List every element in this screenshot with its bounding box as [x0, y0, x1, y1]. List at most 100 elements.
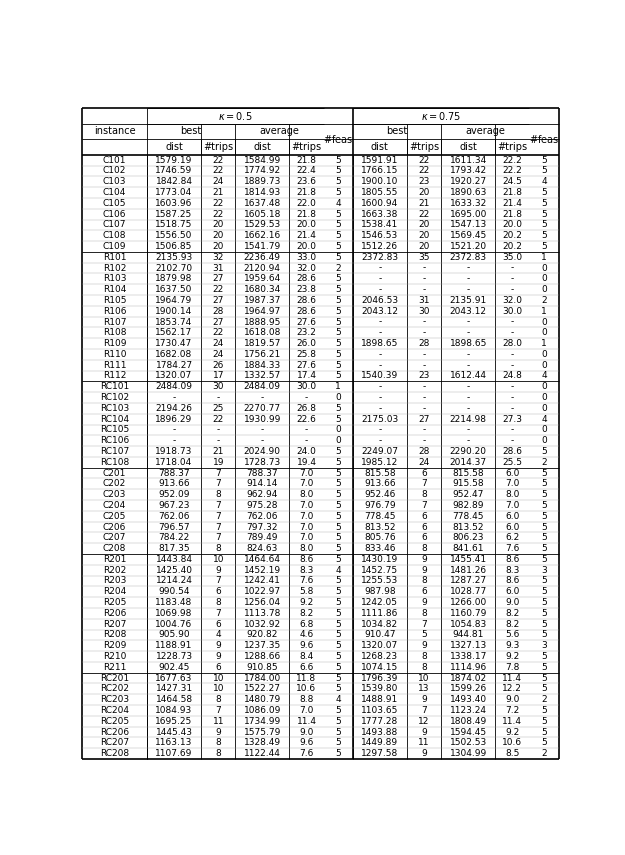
Text: 5: 5: [335, 512, 341, 521]
Text: -: -: [422, 361, 426, 369]
Text: 1430.19: 1430.19: [361, 555, 399, 564]
Text: 4: 4: [541, 371, 547, 380]
Text: 1111.86: 1111.86: [361, 609, 399, 618]
Text: 788.37: 788.37: [158, 469, 190, 478]
Text: R111: R111: [102, 361, 126, 369]
Text: RC207: RC207: [100, 738, 129, 747]
Text: 1480.79: 1480.79: [244, 695, 281, 705]
Text: 7.0: 7.0: [299, 469, 314, 478]
Text: 1107.69: 1107.69: [156, 749, 192, 758]
Text: 5: 5: [335, 641, 341, 650]
Text: -: -: [511, 263, 514, 273]
Text: 24.0: 24.0: [297, 447, 316, 456]
Text: -: -: [511, 393, 514, 402]
Text: 1452.19: 1452.19: [244, 566, 281, 575]
Text: 1682.08: 1682.08: [156, 350, 192, 359]
Text: 1320.07: 1320.07: [361, 641, 399, 650]
Text: RC203: RC203: [100, 695, 129, 705]
Text: 22: 22: [213, 286, 224, 294]
Text: 31: 31: [418, 296, 430, 305]
Text: 8: 8: [216, 749, 221, 758]
Text: -: -: [511, 328, 514, 338]
Text: 4: 4: [336, 199, 341, 208]
Text: -: -: [511, 382, 514, 392]
Text: 8: 8: [216, 695, 221, 705]
Text: 944.81: 944.81: [452, 630, 484, 640]
Text: 5: 5: [335, 534, 341, 542]
Text: 817.35: 817.35: [158, 544, 190, 553]
Text: 6.0: 6.0: [505, 587, 519, 596]
Text: -: -: [422, 404, 426, 413]
Text: -: -: [378, 350, 381, 359]
Text: 5: 5: [541, 501, 547, 510]
Text: 5: 5: [541, 221, 547, 229]
Text: R104: R104: [102, 286, 126, 294]
Text: 20.0: 20.0: [503, 221, 522, 229]
Text: C204: C204: [103, 501, 126, 510]
Text: -: -: [466, 436, 470, 445]
Text: #trips: #trips: [498, 142, 528, 152]
Text: 9.6: 9.6: [299, 738, 314, 747]
Text: 23.6: 23.6: [296, 177, 316, 186]
Text: 5: 5: [335, 598, 341, 607]
Text: C101: C101: [102, 156, 126, 165]
Text: 1: 1: [541, 339, 547, 348]
Text: 806.23: 806.23: [452, 534, 484, 542]
Text: 987.98: 987.98: [364, 587, 396, 596]
Text: 1918.73: 1918.73: [156, 447, 192, 456]
Text: 5: 5: [335, 447, 341, 456]
Text: 5: 5: [335, 749, 341, 758]
Text: 5: 5: [335, 555, 341, 564]
Text: 5: 5: [335, 469, 341, 478]
Text: -: -: [466, 361, 470, 369]
Text: -: -: [466, 382, 470, 392]
Text: 3: 3: [541, 566, 547, 575]
Text: 1889.73: 1889.73: [244, 177, 281, 186]
Text: 6: 6: [421, 587, 427, 596]
Text: 1814.93: 1814.93: [244, 188, 281, 197]
Text: 9: 9: [216, 728, 221, 736]
Text: -: -: [422, 328, 426, 338]
Text: 1488.91: 1488.91: [361, 695, 399, 705]
Text: 22: 22: [418, 167, 429, 175]
Text: 1464.58: 1464.58: [156, 695, 192, 705]
Text: 2043.12: 2043.12: [361, 307, 398, 315]
Text: 5: 5: [335, 328, 341, 338]
Text: 902.45: 902.45: [158, 663, 190, 672]
Text: 7: 7: [216, 469, 221, 478]
Text: 5: 5: [541, 167, 547, 175]
Text: 33.0: 33.0: [296, 253, 317, 262]
Text: 9.0: 9.0: [505, 695, 519, 705]
Text: 8: 8: [216, 738, 221, 747]
Text: 6: 6: [421, 534, 427, 542]
Text: 6: 6: [421, 469, 427, 478]
Text: C201: C201: [102, 469, 126, 478]
Text: 5: 5: [335, 156, 341, 165]
Text: 1320.07: 1320.07: [156, 371, 192, 380]
Text: R208: R208: [102, 630, 126, 640]
Text: 28.6: 28.6: [296, 307, 316, 315]
Text: 23: 23: [418, 371, 430, 380]
Text: 9: 9: [421, 749, 427, 758]
Text: RC105: RC105: [100, 426, 129, 434]
Text: average: average: [259, 127, 299, 136]
Text: RC201: RC201: [100, 674, 129, 682]
Text: average: average: [465, 127, 505, 136]
Text: 21.4: 21.4: [297, 231, 316, 240]
Text: 19: 19: [213, 457, 224, 467]
Text: 2135.91: 2135.91: [449, 296, 487, 305]
Text: 28.6: 28.6: [296, 274, 316, 283]
Text: 8: 8: [421, 663, 427, 672]
Text: #trips: #trips: [291, 142, 322, 152]
Text: 1032.92: 1032.92: [244, 620, 281, 628]
Text: -: -: [378, 361, 381, 369]
Text: 5: 5: [335, 339, 341, 348]
Text: 1730.47: 1730.47: [156, 339, 192, 348]
Text: 22: 22: [213, 415, 224, 423]
Text: -: -: [511, 286, 514, 294]
Text: -: -: [466, 350, 470, 359]
Text: $\kappa = 0.5$: $\kappa = 0.5$: [218, 109, 252, 121]
Text: 6.8: 6.8: [299, 620, 314, 628]
Text: 1214.24: 1214.24: [156, 576, 192, 586]
Text: 1328.49: 1328.49: [244, 738, 281, 747]
